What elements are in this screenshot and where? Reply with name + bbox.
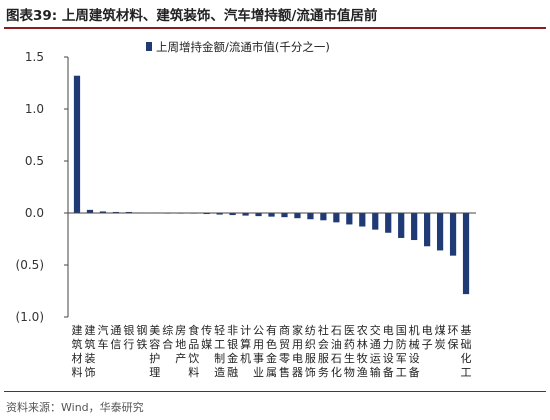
y-axis: 1.5 1.0 0.5 0.0 (0.5) (1.0) [16, 50, 68, 324]
x-tick-label: 传媒 [201, 324, 212, 351]
x-tick-label: 美容护理 [149, 324, 160, 379]
y-tick-label: 1.0 [25, 102, 44, 116]
title-rule [4, 27, 546, 29]
bar [411, 213, 418, 241]
bar [255, 213, 262, 217]
x-tick-label: 基础化工 [461, 324, 472, 379]
x-tick-label: 医药生物 [344, 324, 355, 379]
legend: 上周增持金额/流通市值(千分之一) [146, 40, 330, 54]
bar [294, 213, 301, 219]
x-tick-label: 有色金属 [266, 323, 277, 379]
x-tick-label: 钢铁 [136, 324, 147, 351]
x-tick-label: 公用事业 [253, 324, 264, 379]
footer-rule [4, 391, 546, 392]
x-tick-label: 银行 [123, 323, 134, 351]
x-tick-label: 机械设备 [409, 323, 420, 379]
bar [307, 213, 314, 220]
legend-label: 上周增持金额/流通市值(千分之一) [156, 40, 330, 54]
bar [320, 213, 327, 221]
bar [372, 213, 379, 230]
source-note: 资料来源：Wind，华泰研究 [6, 401, 144, 414]
bar [449, 213, 457, 256]
x-tick-label: 建筑装饰 [84, 323, 95, 379]
bar [203, 213, 210, 215]
bar [281, 213, 288, 218]
bar [398, 213, 405, 238]
x-tick-label: 综合 [162, 323, 173, 351]
x-tick-label: 食品饮料 [188, 323, 199, 379]
y-tick-label: 0.0 [25, 206, 44, 220]
x-tick-label: 纺织服饰 [305, 323, 316, 379]
x-axis-labels: 建筑材料建筑装饰汽车通信银行钢铁美容护理综合房地产食品饮料传媒轻工制造非银金融计… [72, 323, 472, 379]
x-tick-label: 环保 [448, 324, 459, 351]
x-tick-label: 汽车 [97, 323, 108, 351]
bar [268, 213, 275, 217]
y-tick-label: (1.0) [16, 310, 44, 324]
x-tick-label: 轻工制造 [214, 323, 225, 379]
figure-title: 图表39: 上周建筑材料、建筑装饰、汽车增持额/流通市值居前 [6, 8, 378, 24]
x-tick-label: 社会服务 [318, 323, 329, 379]
bar [424, 213, 431, 247]
x-tick-label: 房地产 [175, 324, 186, 365]
x-tick-label: 商贸零售 [279, 323, 290, 379]
bars [73, 75, 470, 295]
bar [242, 213, 249, 216]
x-tick-label: 交通运输 [370, 323, 381, 379]
bar [99, 211, 107, 213]
y-tick-label: (0.5) [16, 258, 44, 272]
x-tick-label: 通信 [110, 324, 121, 351]
bar [125, 211, 132, 213]
bar [216, 213, 223, 215]
bar [333, 213, 340, 223]
bar [229, 213, 236, 216]
x-tick-label: 非银金融 [227, 324, 238, 379]
x-tick-label: 家用电器 [292, 323, 303, 379]
x-tick-label: 电子 [422, 324, 433, 351]
x-tick-label: 农林牧渔 [357, 323, 368, 379]
bar [359, 213, 366, 227]
bar [73, 75, 81, 213]
bar [462, 213, 470, 295]
bar [385, 213, 392, 233]
legend-swatch [146, 42, 152, 51]
x-tick-label: 计算机 [240, 324, 251, 365]
bar [86, 209, 94, 213]
bar [436, 213, 444, 251]
bar [112, 211, 120, 213]
bar [346, 213, 353, 225]
x-tick-label: 国防军工 [396, 324, 407, 379]
y-tick-label: 0.5 [25, 154, 44, 168]
y-tick-label: 1.5 [25, 50, 44, 64]
x-tick-label: 建筑材料 [72, 323, 83, 379]
x-tick-label: 煤炭 [435, 324, 446, 351]
x-tick-label: 石油石化 [331, 324, 342, 379]
x-tick-label: 电力设备 [383, 324, 394, 379]
